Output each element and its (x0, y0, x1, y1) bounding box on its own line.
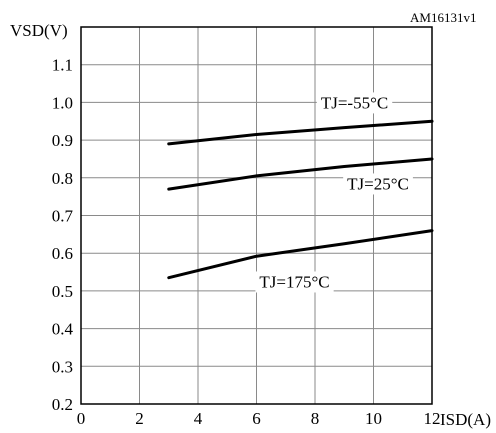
x-tick-label: 8 (311, 409, 320, 428)
y-tick-label: 0.3 (52, 357, 73, 376)
x-tick-label: 0 (77, 409, 86, 428)
grid (81, 27, 432, 404)
series-line-2 (167, 229, 434, 280)
series-label-2: TJ=175°C (259, 272, 329, 291)
series-line-1 (167, 157, 434, 191)
corner-note: AM16131v1 (410, 10, 476, 25)
y-tick-label: 1.0 (52, 93, 73, 112)
series-label-bg (316, 92, 393, 114)
y-axis-label: VSD(V) (10, 21, 68, 40)
y-tick-label: 0.8 (52, 169, 73, 188)
tick-layer: 0 2 4 6 8 10 12 0.2 0.3 0.4 0.5 0.6 0.7 0.8 0.9 1.0 1.1 (52, 56, 441, 428)
y-tick-label: 0.6 (52, 244, 73, 263)
y-tick-label: 0.4 (52, 320, 74, 339)
y-tick-label: 0.2 (52, 395, 73, 414)
x-tick-label: 12 (424, 409, 441, 428)
plot-frame (80, 26, 433, 405)
x-tick-label: 2 (135, 409, 144, 428)
x-tick-label: 4 (194, 409, 203, 428)
series-label-layer: TJ=-55°C TJ=25°C TJ=175°C (255, 92, 413, 293)
y-tick-label: 0.7 (52, 207, 74, 226)
x-axis-label: ISD(A) (440, 410, 491, 429)
series-label-0: TJ=-55°C (321, 93, 388, 112)
y-tick-label: 0.9 (52, 131, 73, 150)
series-label-bg (343, 173, 413, 195)
series-layer (167, 119, 434, 280)
y-tick-label: 1.1 (52, 56, 73, 75)
series-label-bg (255, 271, 334, 293)
series-label-1: TJ=25°C (347, 174, 409, 193)
series-line-0 (167, 119, 434, 146)
y-tick-label: 0.5 (52, 282, 73, 301)
x-tick-label: 10 (365, 409, 382, 428)
x-tick-label: 6 (252, 409, 261, 428)
